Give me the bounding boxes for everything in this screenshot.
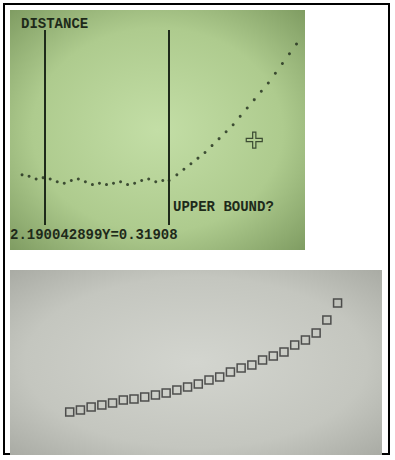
svg-text:DISTANCE: DISTANCE (21, 16, 88, 32)
svg-text:2.190042899: 2.190042899 (10, 227, 102, 243)
svg-text:UPPER BOUND?: UPPER BOUND? (173, 199, 274, 215)
svg-text:Y=0.31908: Y=0.31908 (102, 227, 178, 243)
